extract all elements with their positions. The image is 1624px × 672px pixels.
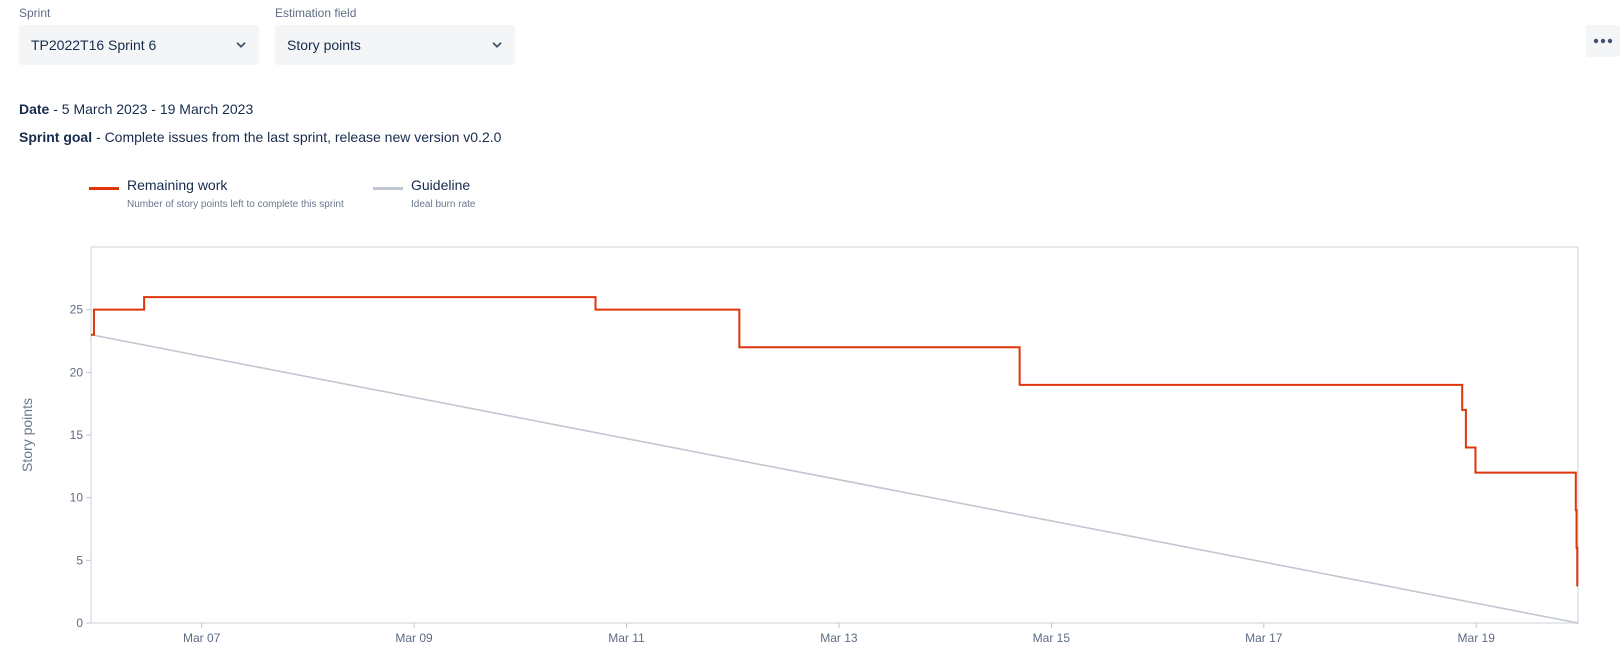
legend-guideline-desc: Ideal burn rate (411, 199, 476, 210)
y-axis-title: Story points (19, 398, 35, 472)
burndown-chart: 0 5 10 15 20 25 Mar 07 Mar 09 Mar 11 Mar 13 Mar 15… (19, 246, 1579, 645)
date-value: - 5 March 2023 - 19 March 2023 (49, 101, 254, 117)
chevron-down-icon (236, 42, 246, 48)
legend-remaining-desc: Number of story points left to complete … (127, 199, 344, 210)
y-tick-label: 20 (70, 365, 84, 379)
legend-remaining-title: Remaining work (127, 177, 228, 193)
remaining-work-line (91, 296, 1579, 587)
x-tick-label: Mar 07 (183, 631, 221, 645)
sprint-select[interactable]: TP2022T16 Sprint 6 (19, 25, 259, 65)
legend-remaining-work: Remaining work Number of story points le… (89, 176, 344, 213)
x-tick-label: Mar 19 (1458, 631, 1496, 645)
goal-label: Sprint goal (19, 129, 93, 145)
x-tick-label: Mar 11 (608, 631, 645, 645)
estimation-select-value: Story points (287, 37, 361, 53)
y-tick-label: 0 (76, 616, 83, 630)
date-label: Date (19, 101, 50, 117)
estimation-field-label: Estimation field (275, 6, 357, 20)
y-tick-label: 10 (70, 491, 84, 505)
sprint-goal: Sprint goal - Complete issues from the l… (19, 129, 501, 145)
goal-value: - Complete issues from the last sprint, … (92, 129, 502, 145)
plot-frame (90, 246, 1579, 624)
y-tick-label: 15 (70, 428, 84, 442)
y-tick-label: 25 (70, 303, 84, 317)
legend-guideline: Guideline Ideal burn rate (373, 176, 476, 213)
sprint-select-value: TP2022T16 Sprint 6 (31, 37, 157, 53)
x-tick-label: Mar 09 (395, 631, 433, 645)
more-icon (1593, 38, 1613, 44)
chevron-down-icon (492, 42, 502, 48)
x-tick-label: Mar 13 (820, 631, 858, 645)
estimation-select[interactable]: Story points (275, 25, 515, 65)
guideline-line (90, 333, 1579, 624)
x-tick-label: Mar 17 (1245, 631, 1283, 645)
legend-swatch-guideline (373, 187, 403, 190)
legend-swatch-remaining (89, 187, 119, 190)
sprint-date: Date - 5 March 2023 - 19 March 2023 (19, 101, 253, 117)
x-tick-label: Mar 15 (1033, 631, 1071, 645)
y-tick-label: 5 (76, 553, 83, 567)
sprint-field-label: Sprint (19, 6, 51, 20)
legend-guideline-title: Guideline (411, 177, 471, 193)
more-actions-button[interactable] (1586, 25, 1620, 57)
